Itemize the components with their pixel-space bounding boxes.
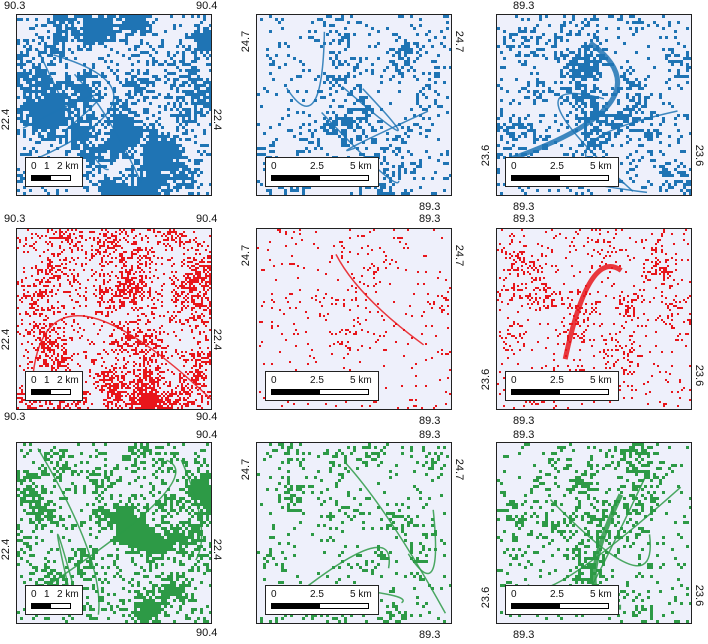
latitude-label: 23.6 [480,368,493,391]
latitude-label: 24.7 [240,30,253,53]
scale-tick: 2.5 [550,161,564,172]
longitude-label: 90.4 [196,429,218,441]
scale-tick: 0 [31,161,37,172]
longitude-label: 90.3 [4,213,26,225]
scale-tick: 1 [44,375,50,386]
map-panel-r1c2: 0 2.5 5 km [256,14,452,196]
latitude-label: 22.4 [0,538,13,561]
longitude-label: 89.3 [513,213,535,225]
red-raster [497,229,691,409]
scale-tick: 0 [31,375,37,386]
scale-tick: 2.5 [310,589,324,600]
scale-bar: 0 2.5 5 km [265,157,379,187]
latitude-label: 24.7 [240,458,253,481]
scale-tick: 0 [271,375,277,386]
map-panel-r2c2: 0 2.5 5 km [256,228,452,410]
scale-bar: 0 2.5 5 km [265,585,379,615]
longitude-label: 89.3 [419,429,441,441]
scale-tick: 2.5 [310,375,324,386]
longitude-label: 89.3 [513,0,535,12]
scale-bar: 0 2.5 5 km [505,157,619,187]
scale-tick: 5 km [350,375,372,386]
scale-tick: 5 km [590,589,612,600]
red-raster [257,229,451,409]
longitude-label: 89.3 [513,201,535,213]
scale-tick: 0 [31,589,37,600]
green-raster [17,443,211,623]
scale-bar: 0 2.5 5 km [505,585,619,615]
map-panel-r1c3: 0 2.5 5 km [496,14,692,196]
scale-tick: 5 km [590,375,612,386]
latitude-label: 22.4 [211,328,224,351]
latitude-label: 23.6 [693,364,706,387]
blue-raster [17,15,211,195]
longitude-label: 90.4 [196,627,218,639]
scale-tick: 5 km [350,161,372,172]
map-panel-r3c2: 0 2.5 5 km [256,442,452,624]
scale-tick: 0 [271,161,277,172]
scale-tick: 1 [44,161,50,172]
latitude-label: 22.4 [0,328,13,351]
scale-tick: 1 [44,589,50,600]
longitude-label: 90.4 [196,0,218,12]
longitude-label: 90.3 [4,411,26,423]
latitude-label: 22.4 [0,108,13,131]
latitude-label: 24.7 [453,30,466,53]
latitude-label: 22.4 [211,108,224,131]
scale-tick: 5 km [590,161,612,172]
scale-tick: 0 [511,589,517,600]
latitude-label: 23.6 [693,144,706,167]
scale-tick: 2.5 [550,375,564,386]
longitude-label: 89.3 [419,415,441,427]
latitude-label: 24.7 [453,458,466,481]
longitude-label: 90.3 [4,0,26,12]
latitude-label: 23.6 [693,584,706,607]
blue-raster [257,15,451,195]
latitude-label: 23.6 [480,586,493,609]
scale-tick: 2.5 [310,161,324,172]
longitude-label: 89.3 [419,629,441,641]
map-panel-r2c3: 0 2.5 5 km [496,228,692,410]
scale-bar: 0 2.5 5 km [505,371,619,401]
longitude-label: 89.3 [513,629,535,641]
scale-tick: 0 [511,375,517,386]
longitude-label: 90.4 [196,213,218,225]
longitude-label: 89.3 [419,201,441,213]
scale-tick: 2.5 [550,589,564,600]
latitude-label: 24.7 [453,244,466,267]
scale-tick: 5 km [350,589,372,600]
longitude-label: 89.3 [419,213,441,225]
scale-tick: 2 km [57,375,79,386]
latitude-label: 24.7 [240,244,253,267]
longitude-label: 89.3 [513,429,535,441]
longitude-label: 90.4 [196,411,218,423]
scale-bar: 0 2.5 5 km [265,371,379,401]
longitude-label: 89.3 [513,415,535,427]
scale-tick: 0 [511,161,517,172]
scale-tick: 0 [271,589,277,600]
map-panel-r3c3: 0 2.5 5 km [496,442,692,624]
scale-tick: 2 km [57,161,79,172]
latitude-label: 23.6 [480,144,493,167]
latitude-label: 22.4 [211,538,224,561]
scale-tick: 2 km [57,589,79,600]
